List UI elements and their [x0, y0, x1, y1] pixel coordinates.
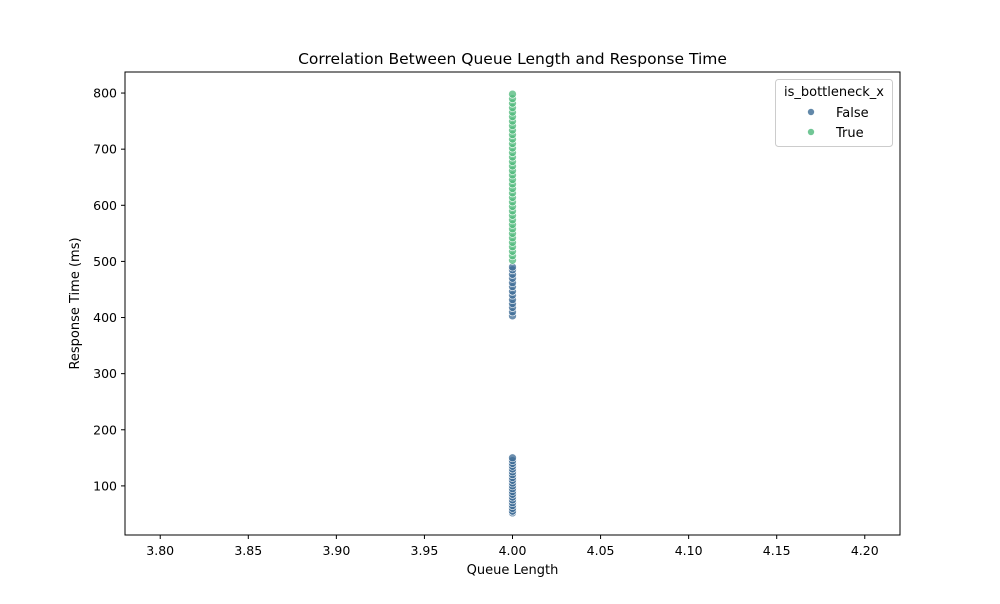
- x-axis-label: Queue Length: [467, 563, 559, 578]
- y-tick-label: 200: [93, 422, 117, 437]
- y-tick-label: 100: [93, 478, 117, 493]
- legend-label-false: False: [836, 106, 869, 121]
- legend-label-true: True: [835, 126, 864, 141]
- legend-title: is_bottleneck_x: [784, 85, 884, 100]
- x-tick-label: 4.05: [587, 543, 615, 558]
- x-tick-label: 4.20: [851, 543, 879, 558]
- chart-title: Correlation Between Queue Length and Res…: [298, 50, 727, 68]
- data-point-false: [508, 453, 517, 463]
- x-tick-label: 3.85: [234, 543, 262, 558]
- y-tick-label: 600: [93, 198, 117, 213]
- x-tick-label: 4.10: [675, 543, 703, 558]
- y-tick-label: 400: [93, 310, 117, 325]
- legend-marker-false: [807, 108, 815, 116]
- legend: is_bottleneck_x False True: [775, 79, 893, 147]
- data-point-true: [508, 89, 517, 99]
- x-tick-label: 3.80: [146, 543, 174, 558]
- x-axis: 3.80 3.85 3.90 3.95 4.00 4.05 4.10 4.15 4.20: [146, 535, 879, 558]
- x-tick-label: 3.95: [411, 543, 439, 558]
- points-layer: [508, 89, 517, 518]
- y-tick-label: 300: [93, 366, 117, 381]
- legend-marker-true: [807, 128, 815, 136]
- y-axis-label: Response Time (ms): [68, 237, 83, 369]
- x-tick-label: 4.00: [499, 543, 527, 558]
- y-tick-label: 700: [93, 142, 117, 157]
- y-axis: 100 200 300 400 500 600 700 800: [93, 86, 125, 493]
- legend-box: [775, 79, 893, 147]
- x-tick-label: 4.15: [763, 543, 791, 558]
- y-tick-label: 500: [93, 254, 117, 269]
- y-tick-label: 800: [93, 86, 117, 101]
- x-tick-label: 3.90: [322, 543, 350, 558]
